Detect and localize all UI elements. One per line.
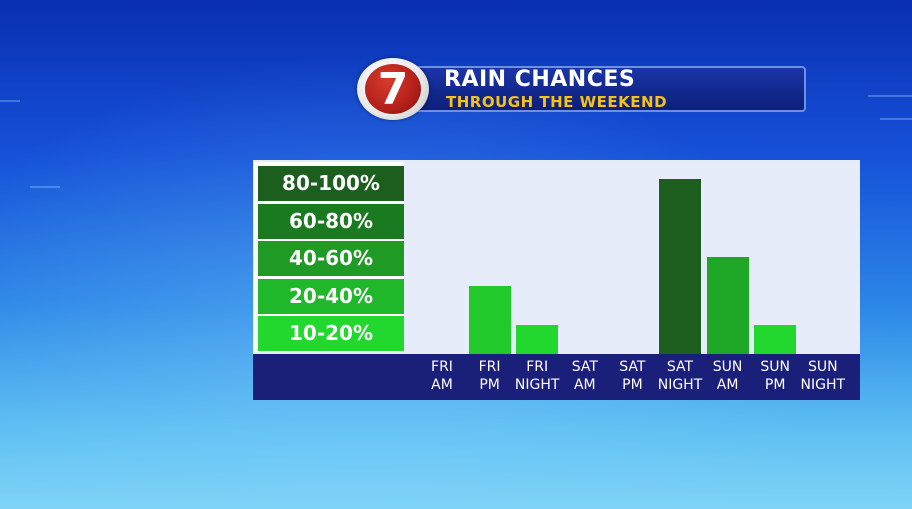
bar [516,324,559,354]
x-tick-label: SAT PM [619,359,646,393]
legend-band: 60-80% [258,203,404,239]
legend-band: 80-100% [258,166,404,201]
legend-band: 40-60% [258,241,404,276]
x-tick-label: SUN PM [760,359,790,393]
bar [468,286,511,354]
bar [706,257,749,354]
station-logo: 7 [357,58,429,120]
x-tick-label: FRI AM [431,359,453,393]
logo-red-disc: 7 [365,64,421,115]
legend-band: 20-40% [258,278,404,314]
decorative-line [30,186,60,188]
x-tick-label: SAT AM [571,359,598,393]
chart-title: RAIN CHANCES [444,67,636,92]
x-tick-label: SUN AM [712,359,743,393]
legend-band: 10-20% [258,316,404,351]
x-tick-label: FRI NIGHT [514,359,560,393]
rain-chance-legend: 80-100% 60-80% 40-60% 20-40% 10-20% [254,162,404,352]
logo-number: 7 [377,64,409,115]
x-tick-label: SAT NIGHT [657,359,703,393]
x-tick-label: FRI PM [478,359,501,393]
chart-subtitle: THROUGH THE WEEKEND [446,93,668,111]
bar [659,179,701,354]
bar [754,324,797,354]
title-banner [388,66,806,112]
x-tick-label: SUN NIGHT [800,359,846,393]
decorative-line [868,95,912,97]
x-axis-strip [253,354,860,400]
decorative-line [880,118,912,120]
decorative-line [0,100,20,102]
